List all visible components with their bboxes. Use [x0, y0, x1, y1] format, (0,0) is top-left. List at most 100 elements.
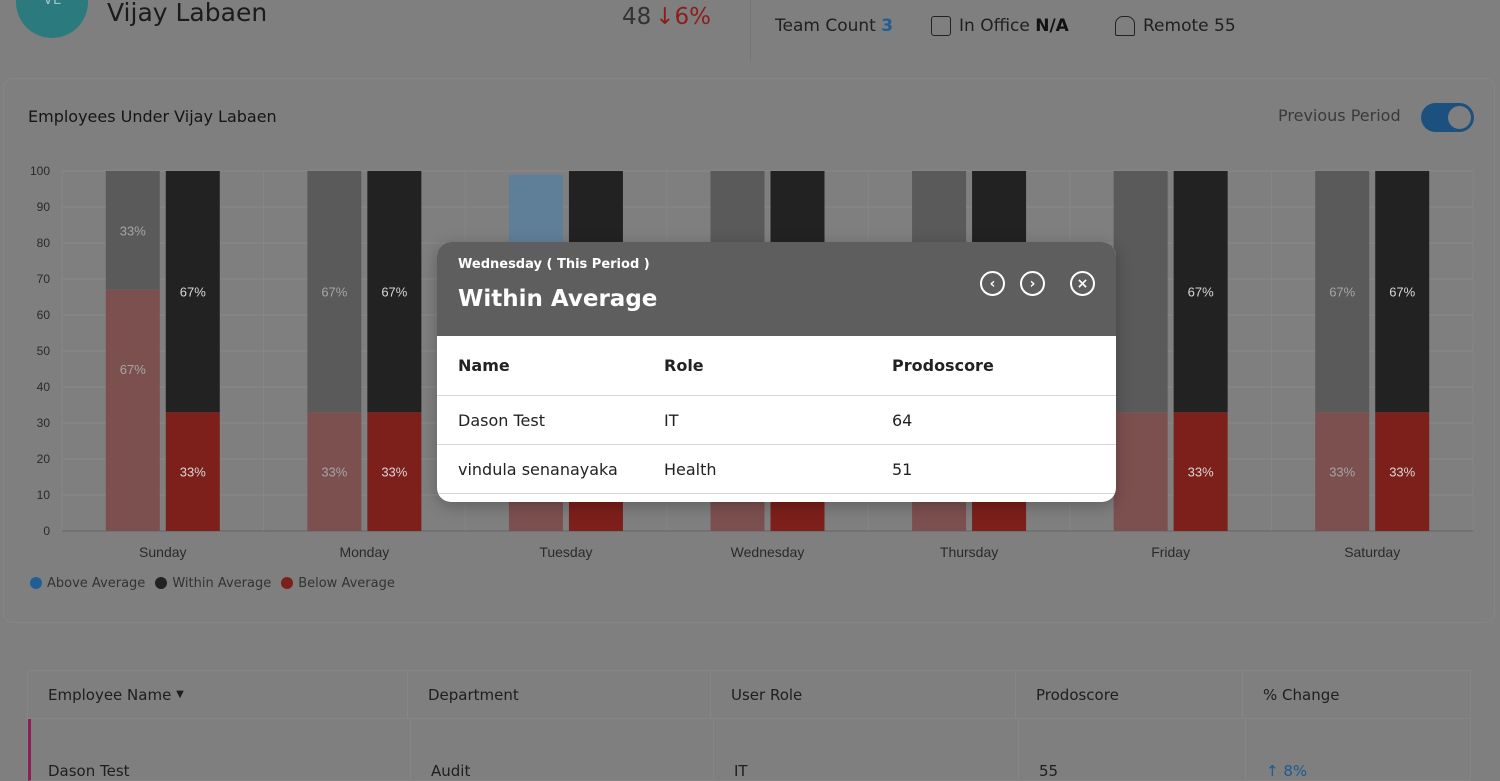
bar-this-within — [165, 171, 220, 413]
cell-change: ↑ 8% — [1266, 762, 1308, 780]
cell-prodoscore: 55 — [1019, 719, 1246, 780]
data-label: 67% — [180, 285, 206, 300]
in-office: In Office N/A — [931, 16, 1069, 36]
header-employee-name[interactable]: Employee Name ▼ — [28, 671, 408, 718]
y-tick-label: 30 — [37, 416, 51, 430]
data-label: 33% — [180, 465, 206, 480]
data-label: 33% — [1188, 465, 1214, 480]
legend-within[interactable]: Within Average — [155, 576, 271, 591]
y-tick-label: 20 — [37, 452, 51, 466]
stacked-bar-chart: 0 10 20 30 40 50 60 70 80 90 100 67% 33% 33% 67% Sunday… — [30, 164, 1474, 560]
building-icon — [931, 16, 951, 36]
header-user-role[interactable]: User Role — [711, 671, 1016, 718]
header-department[interactable]: Department — [408, 671, 711, 718]
remote-value: 55 — [1214, 16, 1236, 36]
y-tick-label: 80 — [37, 236, 51, 250]
remote-label: Remote — [1143, 16, 1209, 36]
data-label: 33% — [381, 465, 407, 480]
legend-below[interactable]: Below Average — [281, 576, 395, 591]
data-label: 67% — [321, 285, 347, 300]
x-tick-label: Wednesday — [731, 544, 805, 560]
in-office-label: In Office — [959, 16, 1030, 36]
header-prodoscore[interactable]: Prodoscore — [1016, 671, 1243, 718]
avatar-initials: VL — [43, 0, 61, 8]
x-tick-label: Monday — [339, 544, 389, 560]
bar-this-within — [1375, 171, 1430, 413]
next-icon[interactable]: › — [1020, 271, 1045, 296]
header-change[interactable]: % Change — [1263, 685, 1340, 704]
popup-table-header: Name Role Prodoscore — [437, 336, 1116, 396]
data-label: 67% — [1188, 285, 1214, 300]
house-icon — [1115, 16, 1135, 36]
popup-header: Wednesday ( This Period ) Within Average… — [437, 242, 1116, 336]
bar-previous-below — [1315, 412, 1370, 531]
bar-this-within — [367, 171, 422, 413]
popup-title: Within Average — [458, 286, 658, 312]
previous-icon[interactable]: ‹ — [980, 271, 1005, 296]
previous-period-label: Previous Period — [1278, 106, 1401, 125]
cell-department: Audit — [411, 719, 714, 780]
x-tick-label: Tuesday — [539, 544, 592, 560]
list-item[interactable]: Dason Test IT 64 — [437, 396, 1116, 445]
bar-previous-within — [1315, 171, 1370, 413]
details-popup: Wednesday ( This Period ) Within Average… — [437, 242, 1116, 502]
cell-role: IT — [714, 719, 1019, 780]
in-office-value: N/A — [1035, 16, 1069, 36]
data-label: 67% — [1329, 285, 1355, 300]
data-label: 67% — [1389, 285, 1415, 300]
team-count-label: Team Count — [775, 16, 876, 36]
remote: Remote 55 — [1115, 16, 1236, 36]
bar-previous-below — [105, 289, 160, 531]
bar-previous-below — [1113, 412, 1168, 531]
y-tick-label: 100 — [30, 164, 50, 178]
table-header: Employee Name ▼ Department User Role Pro… — [28, 671, 1470, 719]
score-change: ↓6% — [655, 4, 712, 30]
y-tick-label: 0 — [43, 524, 50, 538]
avatar: VL — [16, 0, 88, 38]
sort-down-icon: ▼ — [176, 689, 184, 700]
bar-this-below — [1173, 412, 1228, 531]
y-tick-label: 60 — [37, 308, 51, 322]
bar-this-below — [165, 412, 220, 531]
x-tick-label: Thursday — [940, 544, 998, 560]
list-item[interactable]: vindula senanayaka Health 51 — [437, 445, 1116, 494]
bar-previous-below — [307, 412, 362, 531]
bar-previous-within — [1113, 171, 1168, 413]
chart-legend: Above Average Within Average Below Avera… — [30, 576, 395, 591]
team-count-value: 3 — [881, 16, 894, 36]
data-label: 67% — [120, 362, 146, 377]
team-count: Team Count 3 — [775, 16, 893, 36]
popup-cell-name: vindula senanayaka — [458, 459, 618, 479]
bar-previous-within — [307, 171, 362, 413]
legend-above[interactable]: Above Average — [30, 576, 145, 591]
popup-header-role: Role — [664, 356, 704, 375]
close-icon[interactable]: × — [1070, 271, 1095, 296]
employee-table: Employee Name ▼ Department User Role Pro… — [27, 670, 1471, 781]
divider — [750, 0, 751, 62]
popup-cell-role: Health — [664, 459, 717, 479]
popup-subtitle: Wednesday ( This Period ) — [458, 257, 650, 272]
data-label: 33% — [1329, 465, 1355, 480]
table-row[interactable]: Dason Test Audit IT 55 ↑ 8% — [28, 719, 1470, 781]
bar-this-below — [367, 412, 422, 531]
y-tick-label: 10 — [37, 488, 51, 502]
score-value: 48 — [622, 4, 652, 30]
previous-period-toggle[interactable] — [1421, 103, 1474, 132]
score: 48 ↓6% — [622, 4, 711, 30]
data-label: 33% — [120, 223, 146, 238]
data-label: 33% — [1389, 465, 1415, 480]
cell-name[interactable]: Dason Test — [31, 719, 411, 780]
data-label: 33% — [321, 465, 347, 480]
bar-this-within — [1173, 171, 1228, 413]
popup-cell-prodoscore: 51 — [892, 459, 913, 479]
data-label: 67% — [381, 285, 407, 300]
y-tick-label: 40 — [37, 380, 51, 394]
chart-title: Employees Under Vijay Labaen — [28, 107, 277, 126]
popup-cell-role: IT — [664, 410, 679, 430]
popup-cell-name: Dason Test — [458, 410, 545, 430]
y-tick-label: 70 — [37, 272, 51, 286]
manager-name: Vijay Labaen — [107, 0, 268, 27]
popup-cell-prodoscore: 64 — [892, 410, 913, 430]
bar-this-below — [1375, 412, 1430, 531]
x-tick-label: Sunday — [139, 544, 186, 560]
